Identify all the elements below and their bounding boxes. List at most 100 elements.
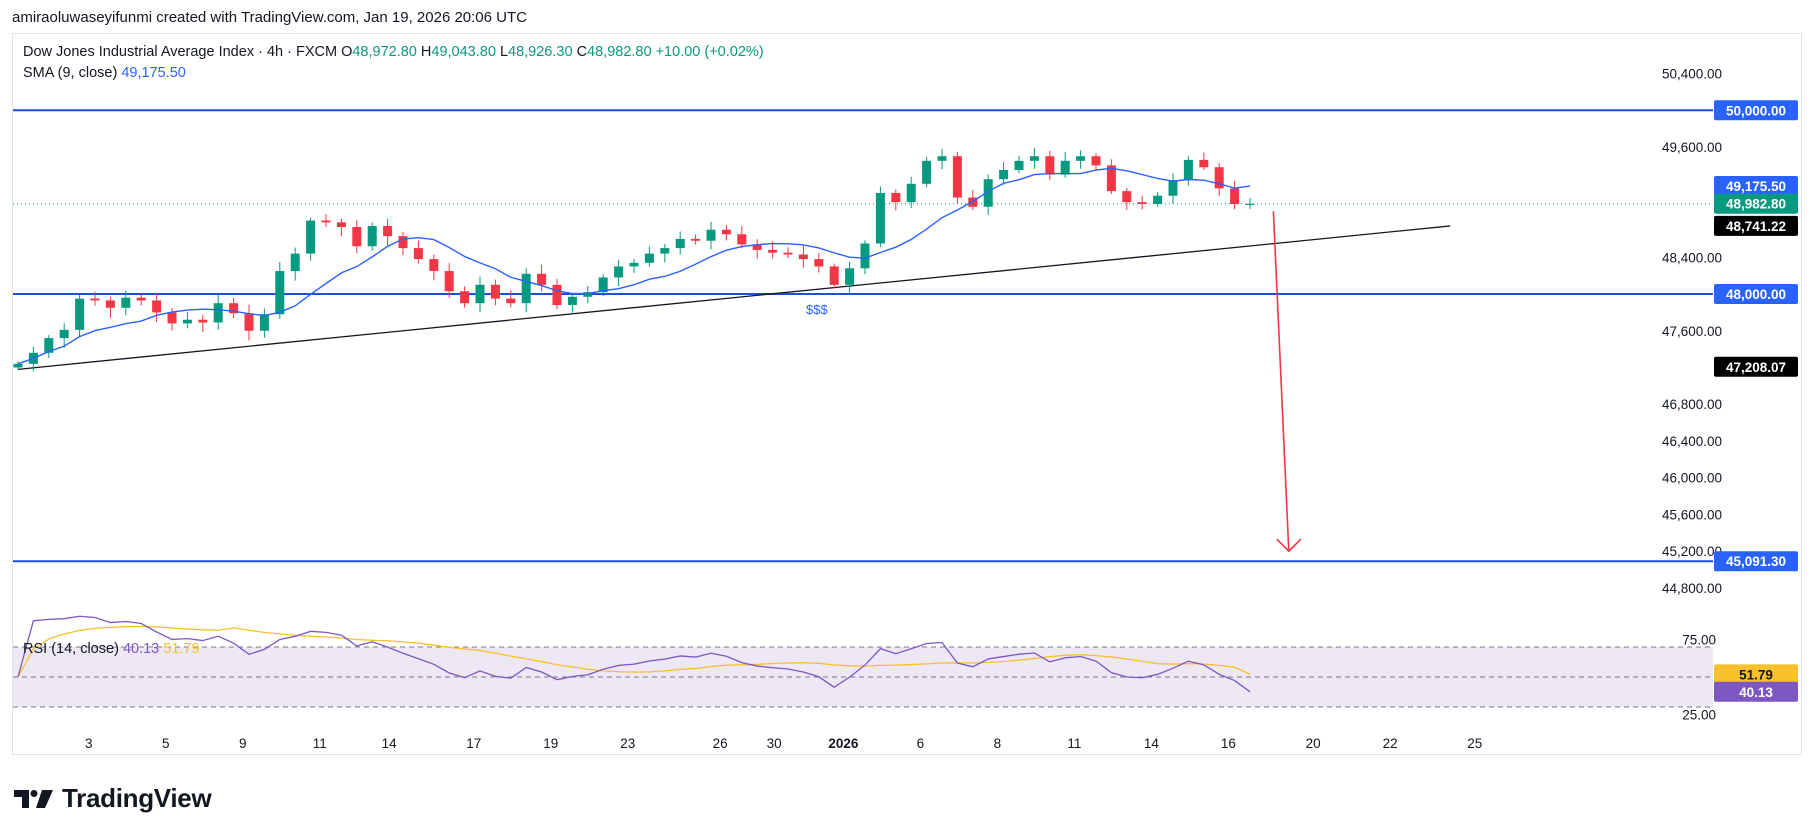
candle-body (475, 284, 485, 304)
candle-body (229, 303, 239, 314)
x-tick-label: 14 (1144, 736, 1160, 751)
legend-rsi: RSI (14, close) 40.13 51.79 (23, 641, 200, 657)
tradingview-logo[interactable]: TradingView (14, 783, 212, 814)
x-tick-label: 8 (994, 736, 1002, 751)
legend-main: Dow Jones Industrial Average Index · 4h … (23, 44, 764, 60)
tradingview-logo-icon (14, 789, 53, 808)
candle-body (398, 236, 408, 249)
candle-body (44, 338, 54, 353)
candle-body (860, 243, 870, 269)
change-value: +10.00 (+0.02%) (655, 44, 764, 60)
sma-value: 49,175.50 (121, 65, 186, 81)
x-tick-label: 14 (382, 736, 398, 751)
candle-body (1060, 160, 1070, 175)
close-value: 48,982.80 (587, 44, 652, 60)
price-badge (1714, 356, 1798, 377)
candle-body (1122, 191, 1132, 203)
candle-body (875, 192, 885, 244)
candle-body (1199, 159, 1209, 168)
y-tick-label: 47,600.00 (1662, 324, 1722, 339)
candle-body (737, 234, 747, 245)
y-tick-label: 45,200.00 (1662, 544, 1722, 559)
candle-body (629, 262, 639, 267)
candle-body (675, 238, 685, 249)
close-label: C (576, 44, 588, 60)
candle-body (583, 292, 593, 297)
candle-body (1106, 165, 1116, 192)
candle-body (521, 273, 531, 304)
candle-body (706, 229, 716, 241)
x-tick-label: 20 (1306, 736, 1321, 751)
ascending-trendline (17, 225, 1451, 370)
candle-body (182, 319, 192, 324)
candle-body (352, 226, 362, 247)
y-tick-label: 50,400.00 (1662, 67, 1722, 82)
candle-body (460, 291, 470, 304)
candle-body (1153, 195, 1163, 204)
price-badge (1714, 551, 1798, 572)
projection-arrow-head (1276, 538, 1302, 553)
projection-arrow (1272, 211, 1290, 552)
candle-body (244, 313, 254, 331)
price-badge (1714, 176, 1798, 197)
candle-body (691, 238, 701, 241)
high-label: H (420, 44, 432, 60)
sma-label[interactable]: SMA (9, close) (23, 65, 118, 81)
price-badge-label: 48,982.80 (1726, 197, 1786, 212)
candle-body (983, 179, 993, 207)
y-tick-label: 48,400.00 (1662, 250, 1722, 265)
candle-body (829, 266, 839, 285)
x-tick-label: 30 (767, 736, 782, 751)
candle-body (506, 298, 516, 304)
x-tick-label: 6 (917, 736, 925, 751)
y-tick-label: 46,000.00 (1662, 471, 1722, 486)
candle-body (1091, 156, 1101, 166)
candle-body (121, 297, 131, 308)
candle-body (290, 253, 300, 272)
candle-body (814, 259, 824, 267)
x-tick-label: 11 (1067, 736, 1081, 751)
candle-body (1214, 167, 1224, 189)
candle-body (721, 229, 731, 235)
candle-body (1014, 160, 1024, 171)
candle-body (259, 314, 269, 331)
price-badge (1714, 664, 1798, 685)
candle-body (413, 248, 423, 260)
candle-body (937, 156, 947, 161)
candle-body (444, 271, 454, 292)
x-tick-label: 16 (1221, 736, 1236, 751)
candle-body (614, 266, 624, 278)
rsi-y-tick-label: 25.00 (1682, 708, 1716, 723)
price-badge (1714, 100, 1798, 121)
x-tick-label: 5 (162, 736, 170, 751)
candle-body (952, 156, 962, 198)
symbol-name[interactable]: Dow Jones Industrial Average Index · 4h … (23, 44, 338, 60)
rsi-label[interactable]: RSI (14, close) (23, 641, 119, 657)
rsi-ma-line (17, 625, 1251, 678)
candle-body (13, 363, 23, 368)
price-badge-label: 49,175.50 (1726, 179, 1786, 194)
x-tick-label: 9 (239, 736, 247, 751)
low-value: 48,926.30 (508, 44, 573, 60)
candle-body (968, 197, 978, 207)
candle-body (321, 220, 331, 223)
y-tick-label: 46,800.00 (1662, 397, 1722, 412)
candle-body (1168, 180, 1178, 196)
y-tick-label: 49,600.00 (1662, 140, 1722, 155)
candle-body (1245, 203, 1255, 205)
rsi-value: 40.13 (122, 641, 160, 657)
price-badge-label: 51.79 (1739, 667, 1773, 682)
candle-body (429, 259, 439, 272)
x-tick-label: 17 (466, 736, 481, 751)
price-badge-label: 40.13 (1739, 685, 1773, 700)
candle-body (798, 254, 808, 260)
x-tick-label: 26 (713, 736, 728, 751)
candle-body (752, 244, 762, 250)
candle-body (1045, 156, 1055, 175)
candle-body (906, 183, 916, 203)
candle-body (567, 296, 577, 306)
candle-body (105, 300, 115, 308)
price-badge-label: 48,000.00 (1726, 287, 1786, 302)
price-badge-label: 47,208.07 (1726, 360, 1786, 375)
